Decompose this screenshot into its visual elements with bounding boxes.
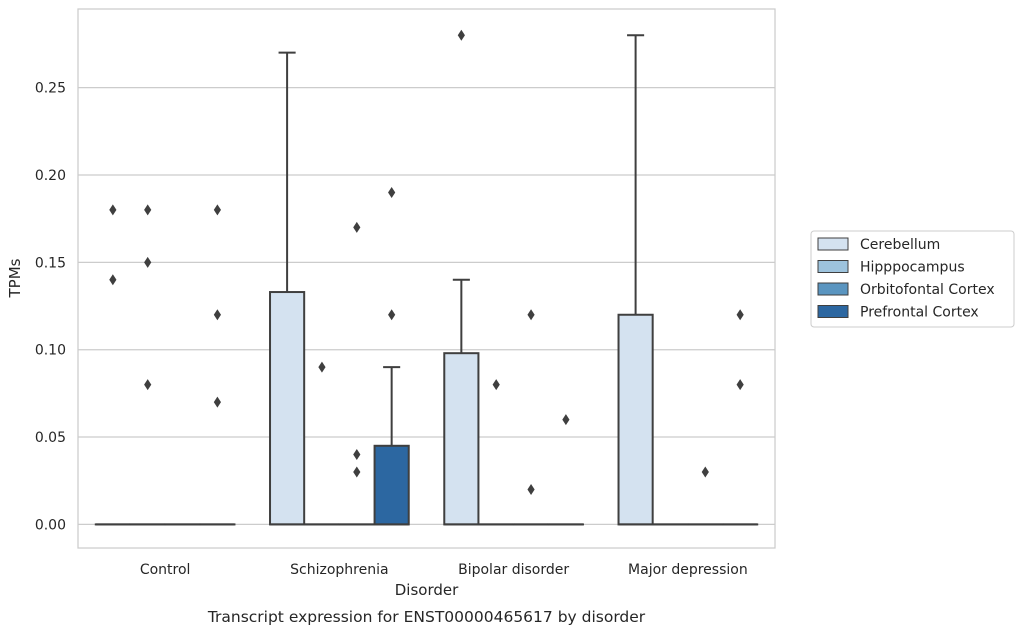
outlier-point: [213, 204, 221, 216]
outlier-point: [109, 274, 117, 286]
box-body: [443, 352, 480, 526]
outlier-point: [144, 256, 152, 268]
legend-label: Orbitofontal Cortex: [860, 282, 995, 298]
y-tick-label: 0.20: [35, 168, 66, 184]
outlier-point: [527, 483, 535, 495]
x-tick-label: Schizophrenia: [290, 562, 388, 578]
plot-area-frame: [77, 8, 776, 549]
box-control-prefrontal-cortex: [199, 204, 236, 526]
box-bipolar-disorder-hipppocampus: [478, 379, 515, 526]
chart-caption: Transcript expression for ENST0000046561…: [207, 608, 646, 626]
y-axis-label: TPMs: [6, 258, 24, 298]
legend-swatch: [817, 260, 849, 273]
outlier-point: [388, 186, 396, 198]
box-schizophrenia-prefrontal-cortex: [373, 186, 410, 526]
y-tick-label: 0.25: [35, 81, 66, 97]
outlier-point: [492, 379, 500, 391]
outlier-point: [144, 204, 152, 216]
outlier-point: [213, 309, 221, 321]
grid-lines: [78, 86, 775, 526]
box-control-cerebellum: [94, 204, 131, 526]
box-body: [617, 313, 654, 526]
outlier-point: [213, 396, 221, 408]
x-tick-label: Bipolar disorder: [458, 562, 569, 578]
box-bipolar-disorder-prefrontal-cortex: [547, 414, 584, 526]
outlier-point: [736, 309, 744, 321]
outlier-point: [736, 379, 744, 391]
outlier-point: [353, 221, 361, 233]
x-tick-label: Control: [140, 562, 191, 578]
outlier-point: [318, 361, 326, 373]
outlier-point: [457, 29, 465, 41]
x-axis-ticks: Control Schizophrenia Bipolar disorder Majo…: [140, 562, 748, 578]
box-major-depression-orbitofontal-cortex: [687, 466, 724, 526]
y-axis-ticks: 0.00 0.05 0.10 0.15 0.20 0.25: [35, 81, 66, 534]
x-tick-label: Major depression: [628, 562, 748, 578]
box-body: [269, 291, 306, 526]
box-major-depression-cerebellum: [617, 34, 654, 526]
legend-swatch: [817, 305, 849, 318]
y-tick-label: 0.15: [35, 255, 66, 271]
box-bipolar-disorder-cerebellum: [443, 29, 480, 526]
outlier-point: [144, 379, 152, 391]
box-schizophrenia-cerebellum: [269, 51, 306, 526]
outlier-point: [701, 466, 709, 478]
x-axis-label: Disorder: [395, 581, 459, 599]
box-control-hipppocampus: [129, 204, 166, 526]
legend-label: Cerebellum: [860, 237, 940, 253]
box-series-group: [94, 29, 759, 526]
outlier-point: [353, 466, 361, 478]
legend-label: Hipppocampus: [860, 260, 965, 276]
outlier-point: [562, 414, 570, 426]
legend-swatch: [817, 282, 849, 296]
outlier-point: [388, 309, 396, 321]
y-tick-label: 0.00: [35, 517, 66, 533]
outlier-point: [353, 449, 361, 461]
box-schizophrenia-orbitofontal-cortex: [338, 221, 375, 526]
box-body: [373, 444, 410, 526]
legend-swatch: [817, 237, 849, 251]
legend: Cerebellum Hipppocampus Orbitofontal Corte…: [810, 230, 1015, 328]
box-schizophrenia-hipppocampus: [303, 361, 341, 526]
legend-frame: [810, 230, 1015, 328]
y-tick-label: 0.10: [35, 343, 66, 359]
box-bipolar-disorder-orbitofontal-cortex: [512, 309, 550, 526]
legend-label: Prefrontal Cortex: [860, 305, 979, 321]
outlier-point: [109, 204, 117, 216]
outlier-point: [527, 309, 535, 321]
box-major-depression-prefrontal-cortex: [722, 309, 759, 526]
y-tick-label: 0.05: [35, 430, 66, 446]
